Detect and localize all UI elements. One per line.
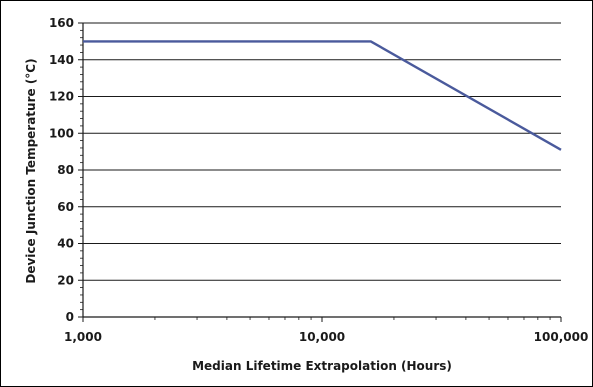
gridlines [83,22,561,281]
series-layer [83,40,562,151]
axes [78,22,562,322]
x-tick-label: 10,000 [299,330,345,344]
y-tick-label: 80 [57,163,74,177]
y-tick-label: 60 [57,200,74,214]
y-tick-label: 20 [57,273,74,287]
y-tick-label: 140 [49,53,74,67]
x-tick-label: 1,000 [64,330,102,344]
x-axis-title: Median Lifetime Extrapolation (Hours) [192,359,452,373]
y-tick-label: 0 [66,310,74,324]
y-tick-label: 100 [49,126,74,140]
y-tick-label: 160 [49,16,74,30]
y-tick-label: 40 [57,237,74,251]
y-tick-label: 120 [49,90,74,104]
x-tick-label: 100,000 [534,330,589,344]
tick-labels: 0 20 40 60 80 100 120 140 160 1,000 10,000 100,000 [49,16,588,344]
y-axis-title: Device Junction Temperature (°C) [24,58,38,283]
series-line [83,40,562,151]
